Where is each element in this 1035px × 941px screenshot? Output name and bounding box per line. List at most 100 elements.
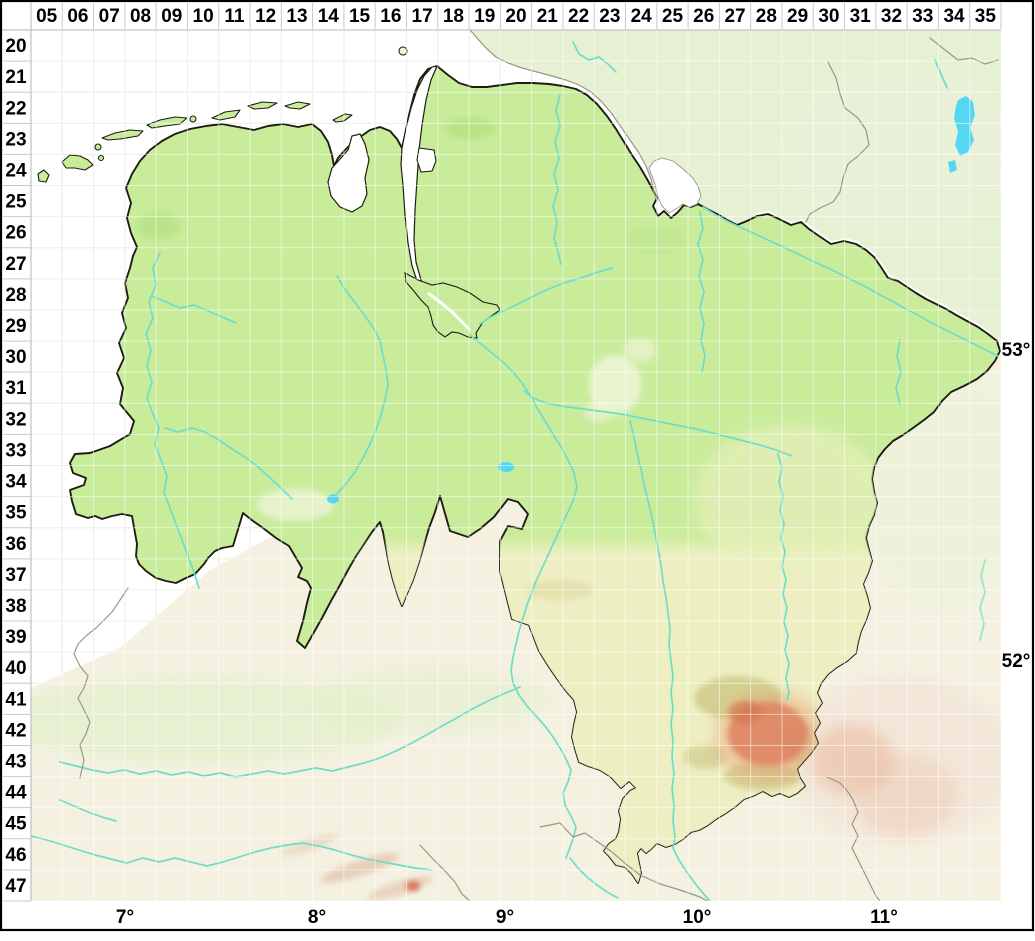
right-margin — [1001, 0, 1035, 941]
latitude-label: 52° — [1002, 651, 1031, 672]
grid-row-label: 41 — [5, 689, 27, 710]
grid-row-label: 33 — [5, 440, 26, 461]
river-south-west — [30, 835, 432, 871]
grid-column-label: 13 — [286, 6, 307, 27]
grid-row-label: 22 — [5, 98, 26, 119]
grid-column-label: 09 — [161, 6, 182, 27]
grid-row-label: 32 — [5, 409, 26, 430]
grid-column-label: 30 — [818, 6, 839, 27]
grid-row-label: 23 — [5, 129, 26, 150]
grid-row-label: 46 — [5, 845, 26, 866]
river-small-left — [59, 799, 117, 822]
river-wuemme — [479, 267, 613, 325]
top-header-row — [0, 0, 1035, 30]
grid-column-label: 06 — [67, 6, 88, 27]
border-sh-mv — [805, 61, 870, 223]
grid-row-label: 40 — [5, 658, 26, 679]
grid-column-label: 11 — [224, 6, 245, 27]
river-weser — [469, 334, 578, 859]
grid-column-label: 27 — [724, 6, 745, 27]
bremen-enclave — [404, 272, 501, 339]
grid-column-label: 08 — [130, 6, 151, 27]
grid-row-label: 26 — [5, 223, 26, 244]
left-label-column — [0, 0, 31, 941]
grid-column-label: 22 — [568, 6, 589, 27]
grid-column-label: 28 — [756, 6, 777, 27]
grid-column-label: 21 — [537, 6, 559, 27]
grid-row-label: 30 — [5, 347, 26, 368]
jade-bight — [327, 133, 370, 213]
grid-column-label: 19 — [474, 6, 495, 27]
grid-column-label: 26 — [693, 6, 714, 27]
river-east-small — [979, 559, 986, 641]
border-nl-nrw — [73, 587, 129, 779]
longitude-label: 11° — [870, 907, 898, 928]
grid-column-label: 20 — [505, 6, 526, 27]
bottom-margin — [0, 901, 1035, 941]
grid-row-label: 35 — [5, 503, 27, 524]
grid-row-label: 28 — [5, 285, 26, 306]
grid-column-labels: 05 06 07 08 09 10 11 12 13 14 15 16 17 18 19 20 21 22 23 24… — [36, 6, 996, 27]
grid-column-label: 18 — [443, 6, 464, 27]
bremerhaven-enclave — [416, 147, 437, 173]
grid-column-label: 17 — [412, 6, 433, 27]
longitude-label: 9° — [496, 907, 514, 928]
grid-row-label: 31 — [5, 378, 27, 399]
grid-column-label: 24 — [631, 6, 653, 27]
river-aller — [523, 390, 793, 457]
grid-row-label: 38 — [5, 596, 26, 617]
grid-row-label: 43 — [5, 752, 26, 773]
grid-column-label: 16 — [380, 6, 401, 27]
grid-row-label: 29 — [5, 316, 26, 337]
grid-row-label: 45 — [5, 814, 27, 835]
longitude-labels: 7° 8° 9° 10° 11° — [116, 907, 898, 928]
latitude-labels: 53° 52° — [1002, 340, 1031, 672]
river-elbe — [702, 206, 999, 357]
lake-steinhuder-meer — [498, 462, 514, 472]
river-werra — [569, 857, 619, 899]
weser-estuary-channel — [400, 65, 439, 303]
river-leda — [151, 295, 237, 324]
grid-row-label: 25 — [5, 192, 27, 213]
grid-column-label: 12 — [255, 6, 276, 27]
grid-row-label: 47 — [5, 876, 26, 897]
grid-column-label: 29 — [787, 6, 808, 27]
border-thuringia-east — [826, 776, 881, 902]
grid-column-label: 32 — [881, 6, 902, 27]
latitude-label: 53° — [1002, 340, 1031, 361]
river-lippe-area — [59, 686, 521, 778]
river-leine-south — [672, 847, 711, 902]
grid-column-label: 25 — [662, 6, 684, 27]
river-ilmenau — [697, 211, 706, 373]
lake-duemmer — [327, 494, 339, 504]
grid-row-labels: 20 21 22 23 24 25 26 27 28 29 30 31 32 33 34 35 36 37 38 39… — [5, 36, 27, 897]
grid-row-label: 44 — [5, 783, 27, 804]
grid-row-label: 24 — [5, 160, 27, 181]
grid-column-label: 31 — [850, 6, 872, 27]
grid-column-label: 33 — [912, 6, 933, 27]
river-oker — [777, 453, 790, 701]
grid-column-label: 14 — [318, 6, 340, 27]
grid-column-label: 10 — [193, 6, 214, 27]
border-nrw-hesse — [419, 844, 471, 902]
grid-column-label: 23 — [599, 6, 620, 27]
longitude-label: 8° — [308, 907, 326, 928]
grid-column-label: 05 — [36, 6, 58, 27]
border-sh-elbe-bank — [469, 29, 658, 201]
grid-row-label: 34 — [5, 472, 27, 493]
grid-row-label: 39 — [5, 627, 26, 648]
grid-row-label: 42 — [5, 720, 26, 741]
river-leine — [629, 420, 676, 849]
border-mv-small — [929, 37, 999, 65]
grid-row-label: 27 — [5, 254, 26, 275]
rivers — [30, 41, 999, 902]
river-ne-small — [934, 59, 948, 89]
river-hunte — [334, 275, 389, 497]
grid-row-label: 36 — [5, 534, 26, 555]
grid-row-label: 37 — [5, 565, 26, 586]
grid-row-label: 21 — [5, 67, 27, 88]
header-cell-separators — [3, 3, 1002, 902]
